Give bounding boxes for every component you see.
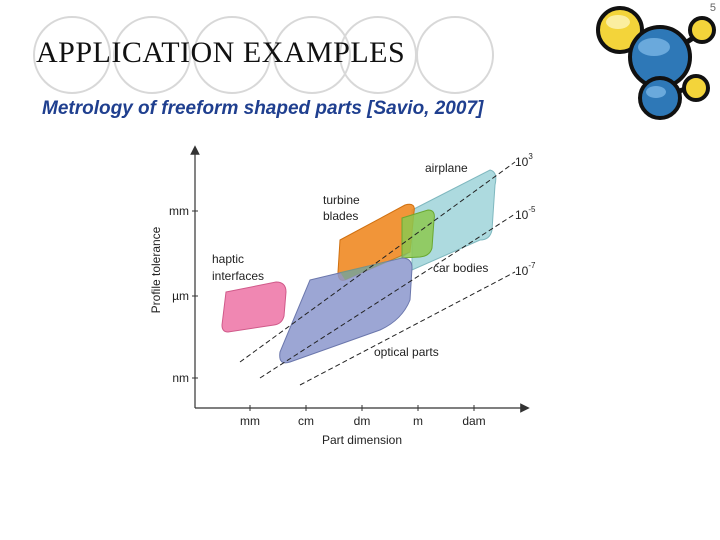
xtick-dam: dam (462, 414, 485, 428)
car-bodies-label: car bodies (433, 261, 488, 275)
ytick-um: µm (172, 289, 189, 303)
logo-icon (596, 6, 716, 120)
slide-title: APPLICATION EXAMPLES (36, 36, 406, 69)
turbine-label-1: turbine (323, 193, 360, 207)
y-axis-label: Profile tolerance (149, 226, 163, 313)
optical-parts-region (279, 257, 413, 364)
slide-number: 5 (709, 2, 716, 14)
turbine-label-2: blades (323, 209, 358, 223)
haptic-label-1: haptic (212, 252, 244, 266)
slide-subtitle: Metrology of freeform shaped parts [Savi… (42, 98, 484, 119)
line-label-2: 10-5 (515, 205, 536, 222)
optical-parts-label: optical parts (374, 345, 439, 359)
line-label-3: 10-7 (515, 261, 536, 278)
airplane-label: airplane (425, 161, 468, 175)
x-axis-label: Part dimension (322, 433, 402, 447)
ytick-mm: mm (169, 204, 189, 218)
tolerance-dimension-diagram: mm µm nm mm cm dm m dam Part dimension P… (149, 145, 536, 447)
car-bodies-overlap (340, 252, 410, 280)
ytick-nm: nm (172, 371, 189, 385)
xtick-cm: cm (298, 414, 314, 428)
haptic-interfaces-region (221, 281, 287, 333)
car-bodies-region (401, 209, 435, 259)
haptic-label-2: interfaces (212, 269, 264, 283)
line-label-1: 103 (515, 152, 533, 169)
xtick-mm: mm (240, 414, 260, 428)
xtick-m: m (413, 414, 423, 428)
xtick-dm: dm (354, 414, 371, 428)
title-decoration-circles (33, 16, 494, 94)
airplane-region (411, 169, 497, 271)
